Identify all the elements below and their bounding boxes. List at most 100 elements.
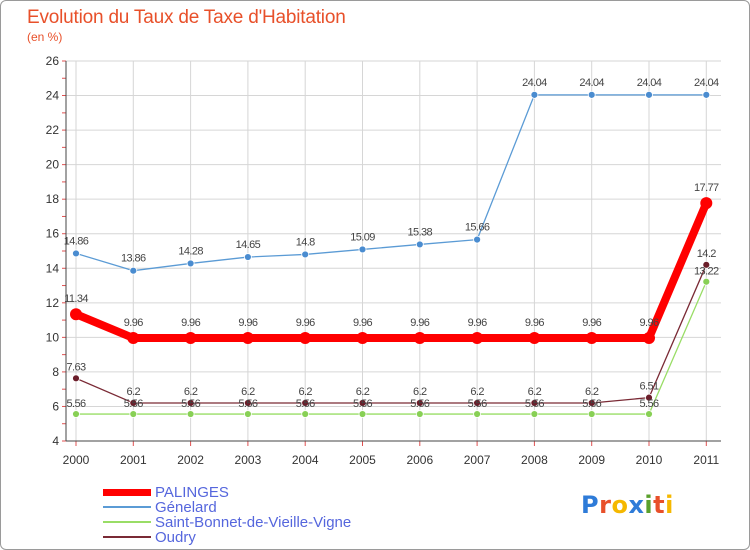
data-label: 9.96 [639,317,658,329]
data-label: 15.09 [350,231,375,243]
legend-label: PALINGES [155,484,229,501]
data-label: 5.56 [181,398,200,410]
data-point [645,90,653,99]
data-point [184,332,197,345]
x-tick-label: 2006 [406,453,433,467]
logo-letter: r [599,491,612,519]
x-tick-label: 2010 [636,453,663,467]
legend-item: Oudry [103,529,403,546]
data-point [70,308,82,321]
x-tick-label: 2002 [177,453,204,467]
data-label: 5.56 [353,398,372,410]
legend-item: PALINGES [103,484,403,501]
data-point [587,90,596,99]
data-label: 9.96 [296,317,315,329]
data-point [356,332,369,345]
data-label: 24.04 [579,77,604,89]
data-label: 14.2 [697,248,716,260]
legend-swatch [103,521,151,523]
data-label: 6.2 [528,386,542,398]
data-label: 5.56 [582,398,601,410]
data-point [587,399,596,407]
series-line-1 [75,94,707,272]
y-tick-label: 14 [46,261,60,275]
data-point [186,399,195,407]
data-label: 6.2 [413,386,427,398]
data-label: 6.51 [639,381,658,393]
data-label: 6.2 [585,386,599,398]
data-label: 13.22 [694,266,719,278]
data-label: 14.28 [178,245,203,257]
chart-unit-label: (en %) [27,30,63,44]
data-label: 5.56 [238,398,257,410]
data-label: 9.96 [181,317,200,329]
x-tick-label: 2000 [63,453,90,467]
chart-title: Evolution du Taux de Taxe d'Habitation [27,7,346,28]
y-tick-label: 26 [46,54,60,68]
data-point [530,410,539,418]
data-point [473,399,482,407]
y-tick-label: 4 [52,434,59,448]
x-tick-label: 2003 [235,453,262,467]
data-point [473,410,482,418]
logo-letter: P [581,491,600,519]
data-label: 5.56 [639,398,658,410]
legend-swatch [103,536,151,538]
data-point [186,259,195,268]
data-point [415,410,424,418]
axis-layer: 4 6 8 10 12 14 16 18 20 22 24 26 2000 2001 2002 2003 200… [46,54,721,467]
x-tick-label: 2001 [120,453,147,467]
data-point [645,410,653,418]
data-point [702,260,711,269]
data-label: 9.96 [238,317,257,329]
data-point [72,374,80,383]
x-tick-label: 2008 [521,453,548,467]
data-label: 6.2 [241,386,255,398]
y-tick-label: 24 [46,89,60,103]
data-point [243,410,252,418]
data-point [702,90,711,99]
data-label: 17.77 [694,182,719,194]
data-point [129,399,138,407]
data-label: 5.56 [124,398,143,410]
data-point [700,197,713,210]
data-label-layer: 11.34 9.96 9.96 9.96 9.96 9.96 9.96 9.96 9.96 9.9… [64,77,720,410]
data-point [301,250,310,259]
data-label: 24.04 [522,77,547,89]
logo-letter: i [665,491,674,519]
data-label: 9.96 [468,317,487,329]
data-point [241,332,254,345]
series-line-0 [72,199,711,343]
logo-letter: x [628,491,645,519]
logo-letter: o [611,491,629,519]
legend-swatch [103,488,151,496]
y-tick-label: 12 [46,296,60,310]
data-point [301,410,310,418]
series-line-2 [75,281,707,415]
data-point [643,332,655,345]
data-label: 5.56 [468,398,487,410]
data-point [243,253,252,261]
data-point [358,399,367,407]
data-point [243,399,252,407]
y-tick-label: 16 [46,227,60,241]
series-layer [70,90,713,418]
grid-layer [66,60,721,442]
data-label: 9.96 [582,317,601,329]
data-label: 24.04 [637,77,662,89]
data-point [471,332,484,345]
data-point [413,332,426,345]
legend-label: Saint-Bonnet-de-Vieille-Vigne [155,514,352,531]
data-point [473,235,482,244]
x-tick-label: 2011 [693,453,719,467]
x-tick-label: 2009 [578,453,605,467]
data-point [530,399,539,407]
legend-swatch [103,506,151,508]
logo-letter: i [644,491,654,519]
logo-letter: t [653,491,666,519]
data-point [530,90,539,99]
data-label: 6.2 [356,386,370,398]
x-tick-label: 2007 [464,453,491,467]
data-point [186,410,195,418]
